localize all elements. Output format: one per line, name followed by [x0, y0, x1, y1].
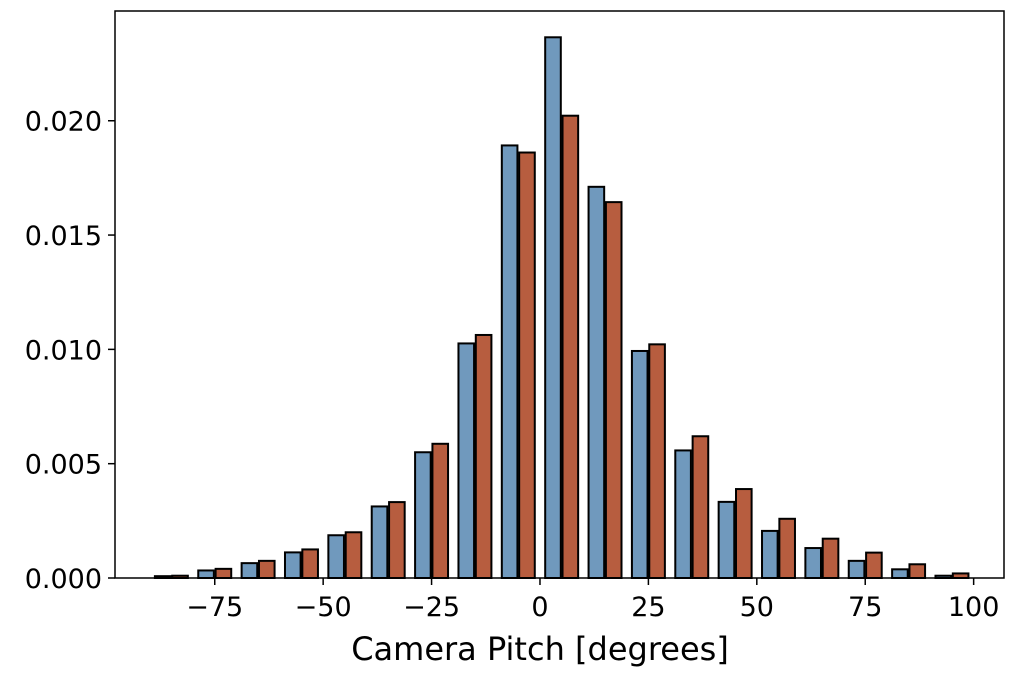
bar-series-1-bin-2: [197, 569, 215, 580]
bar-series-1-bin-13: [674, 449, 692, 579]
bar-series-2-bin-10: [561, 114, 580, 580]
bar-series-1-bin-14: [717, 500, 736, 579]
bars-layer: [153, 36, 970, 580]
bar-series-1-bin-16: [804, 547, 822, 579]
x-axis-title: Camera Pitch [degrees]: [351, 630, 729, 668]
bar-series-1-bin-5: [327, 534, 345, 579]
bar-series-2-bin-16: [821, 537, 840, 579]
bar-series-2-bin-6: [388, 501, 406, 580]
bar-series-2-bin-9: [518, 151, 536, 580]
bar-series-1-bin-18: [891, 568, 909, 579]
bar-series-2-bin-12: [648, 343, 666, 579]
bar-series-2-bin-18: [908, 563, 927, 580]
bar-series-2-bin-15: [778, 517, 796, 579]
x-tick-label: 100: [948, 592, 1000, 623]
bar-series-1-bin-12: [630, 349, 649, 579]
x-tick-label: 50: [740, 592, 774, 623]
x-tick-label: −25: [403, 592, 460, 623]
y-tick-label: 0.000: [25, 564, 102, 595]
bar-series-1-bin-10: [544, 36, 562, 580]
x-tick-label: 0: [531, 592, 548, 623]
bar-series-1-bin-8: [457, 342, 476, 579]
bar-series-2-bin-3: [257, 559, 276, 579]
bar-series-2-bin-11: [604, 201, 623, 579]
bar-series-2-bin-13: [691, 435, 710, 579]
bar-series-1-bin-11: [587, 185, 606, 579]
bar-series-1-bin-9: [500, 144, 519, 579]
x-tick-label: −50: [295, 592, 352, 623]
plot-frame: [114, 10, 1005, 579]
y-tick-label: 0.010: [25, 335, 102, 366]
bar-series-2-bin-7: [431, 442, 450, 580]
y-tick-label: 0.015: [25, 221, 102, 252]
x-tick-label: 75: [848, 592, 882, 623]
y-tick-label: 0.020: [25, 107, 102, 138]
bar-series-1-bin-3: [240, 562, 259, 580]
x-axis: −75 −50 −25 0 25 50 75 100: [186, 578, 999, 623]
bar-series-1-bin-4: [283, 551, 302, 580]
bar-series-2-bin-2: [214, 567, 233, 579]
x-tick-label: 25: [631, 592, 665, 623]
bar-series-2-bin-8: [474, 333, 493, 579]
y-axis: 0.000 0.005 0.010 0.015 0.020: [25, 107, 115, 595]
bar-series-1-bin-7: [414, 451, 432, 579]
bar-series-1-bin-6: [370, 505, 389, 579]
bar-series-1-bin-17: [847, 559, 866, 579]
bar-series-2-bin-4: [301, 548, 319, 579]
bar-series-2-bin-14: [735, 488, 753, 579]
x-tick-label: −75: [186, 592, 243, 623]
bar-series-2-bin-5: [344, 531, 363, 580]
bar-series-1-bin-15: [761, 529, 779, 580]
bar-series-2-bin-17: [865, 551, 883, 579]
y-tick-label: 0.005: [25, 450, 102, 481]
